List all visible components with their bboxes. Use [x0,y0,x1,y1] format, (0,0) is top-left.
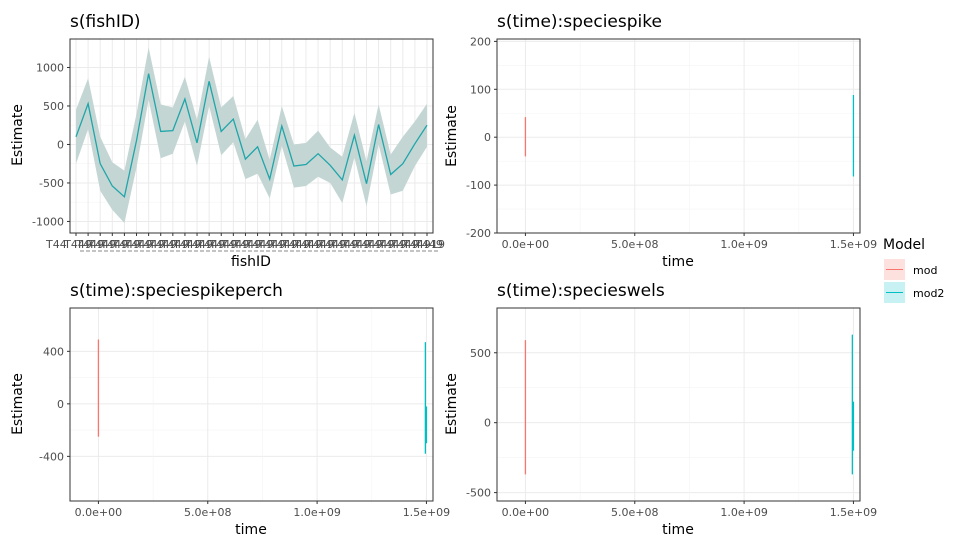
y-tick-label: -1000 [32,215,64,228]
panel-specieswels-border [496,307,861,502]
x-tick-label: 1.0e+09 [720,506,767,519]
panel-fishid: s(fishID) Estimate fishID -1000 -500 0 500 1… [10,12,445,270]
x-tick-label-illegible: T449 [160,238,189,251]
x-tick-label-illegible: T449 [63,238,92,251]
panel-speciespikeperch: s(time):speciespikeperch Estimate time -… [10,281,450,538]
panel-specieswels-ylabel: Estimate [444,373,460,435]
y-tick-label: -500 [466,487,491,500]
x-tick-label: 1.5e+09 [830,238,877,251]
y-tick-label: 100 [470,83,491,96]
x-tick-label-illegible: T449 [257,238,286,251]
mod2-estimate-line [75,73,428,199]
x-tick-label: 5.0e+08 [611,238,658,251]
x-tick-label: 1.0e+09 [720,238,767,251]
x-tick-label-illegible: T449 [148,238,177,251]
panel-specieswels-xlabel: time [662,522,694,538]
legend-item-mod2: mod2 [884,282,944,303]
x-tick-label-last: 19 [431,238,445,251]
x-tick-label: 5.0e+08 [184,506,231,519]
y-tick-label: 0 [57,398,64,411]
y-tick-label: 500 [470,347,491,360]
panel-fishid-border [69,38,434,234]
y-tick-label: 0 [484,417,491,430]
x-tick-label-illegible: T449 [281,238,310,251]
x-tick-label-illegible: T449 [233,238,262,251]
x-tick-label: 1.5e+09 [403,506,450,519]
panel-speciespikeperch-ylabel: Estimate [10,373,26,435]
y-tick-label: -100 [466,179,491,192]
x-tick-label: 0.0e+00 [502,238,549,251]
y-tick-label: 500 [43,100,64,113]
panel-specieswels: s(time):specieswels Estimate time -500 0 5… [444,281,877,538]
x-tick-label-illegible: T449 [124,238,153,251]
x-tick-label-illegible: T449 [87,238,116,251]
x-tick-label: 0.0e+00 [502,506,549,519]
x-tick-label-illegible: T449 [136,238,165,251]
y-tick-label: -500 [39,177,64,190]
legend-item-mod: mod [884,259,937,280]
y-tick-label: 400 [43,345,64,358]
x-tick-label-illegible: T449 [184,238,213,251]
x-tick-label-illegible: T449 [390,238,419,251]
x-tick-label-illegible: T449 [342,238,371,251]
x-tick-label-illegible: T449 [75,238,104,251]
mod2-confidence-ribbon [76,47,427,223]
x-tick-label-illegible: T449 [245,238,274,251]
panel-speciespike-ticks: -200 -100 0 100 200 0.0e+00 5.0e+08 1.0e+09 1.5e… [466,35,877,251]
x-tick-label-illegible: T449 [366,238,395,251]
panel-fishid-ticks: -1000-50005001000T449T449T449T449T449T44… [32,61,445,252]
panel-speciespike-title: s(time):speciespike [497,12,662,32]
x-tick-label-illegible: T449 [329,238,358,251]
x-tick-label-illegible: T449 [354,238,383,251]
legend-title: Model [883,237,925,253]
panel-fishid-title: s(fishID) [70,12,141,32]
x-tick-label-first: T44 [45,238,67,251]
panel-speciespikeperch-title: s(time):speciespikeperch [70,281,283,301]
panel-speciespikeperch-ticks: -400 0 400 0.0e+00 5.0e+08 1.0e+09 1.5e+09 [39,345,450,519]
x-tick-label-illegible: T449 [220,238,249,251]
y-tick-label: -200 [466,227,491,240]
y-tick-label: -400 [39,450,64,463]
x-tick-label-illegible: T449 [99,238,128,251]
panel-speciespike-marks [524,95,855,177]
panel-speciespike: s(time):speciespike Estimate time -200 -1… [444,12,877,270]
panel-speciespikeperch-xlabel: time [235,522,267,538]
panel-specieswels-ticks: -500 0 500 0.0e+00 5.0e+08 1.0e+09 1.5e+09 [466,347,877,519]
panel-fishid-xlabel: fishID [231,254,271,270]
y-tick-label: 200 [470,35,491,48]
x-tick-label: 1.0e+09 [293,506,340,519]
panel-specieswels-title: s(time):specieswels [497,281,665,301]
legend-label-mod: mod [913,264,937,277]
panel-speciespike-border [496,38,861,234]
x-tick-label: 0.0e+00 [75,506,122,519]
x-tick-label-illegible: T449 [196,238,225,251]
y-tick-label: 0 [57,138,64,151]
x-tick-label-illegible: T449 [172,238,201,251]
y-tick-label: 1000 [36,61,64,74]
x-tick-label: 5.0e+08 [611,506,658,519]
panel-specieswels-marks [524,334,855,475]
x-tick-label-illegible: T449 [378,238,407,251]
panel-speciespike-ylabel: Estimate [444,105,460,167]
x-tick-label-illegible: T449 [269,238,298,251]
x-tick-label-illegible: T449 [293,238,322,251]
x-tick-label-illegible: T449 [414,238,443,251]
panel-speciespikeperch-marks [97,339,428,454]
panel-specieswels-gridlines [497,308,860,501]
x-tick-label-illegible: T449 [112,238,141,251]
legend: Model mod mod2 [883,237,944,303]
x-tick-label: 1.5e+09 [830,506,877,519]
panel-fishid-marks [75,47,428,223]
legend-label-mod2: mod2 [913,287,944,300]
x-tick-label-illegible: T449 [402,238,431,251]
panel-speciespike-xlabel: time [662,254,694,270]
x-tick-label-illegible: T449 [208,238,237,251]
x-tick-label-illegible: T449 [305,238,334,251]
y-tick-label: 0 [484,131,491,144]
panel-fishid-ylabel: Estimate [10,104,26,166]
x-tick-label-illegible: T449 [317,238,346,251]
panel-speciespikeperch-border [69,307,434,502]
